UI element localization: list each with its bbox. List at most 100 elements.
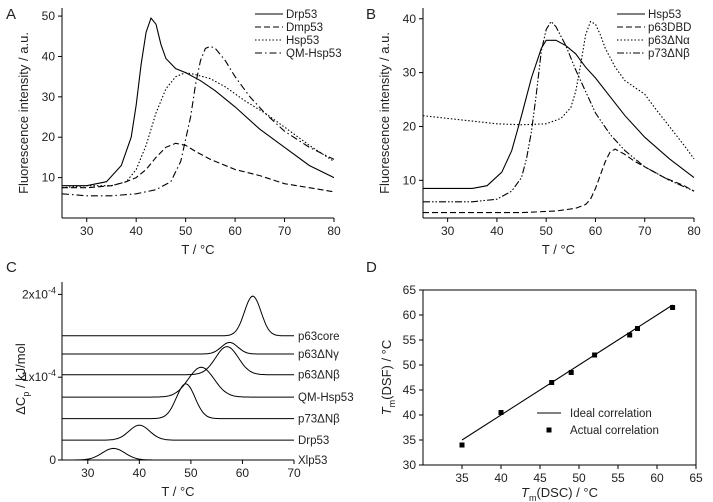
panel-b-plot: 30 40 50 60 70 80 10 20 30 40 T / °C Fluorescence i…: [377, 8, 701, 257]
panel-d-letter: D: [366, 259, 377, 276]
thermogram-qm-hsp53: [62, 366, 294, 398]
x-tick-label: 80: [327, 224, 341, 238]
x-axis-label-rest: (DSC) / °C: [536, 485, 598, 500]
x-tick-label: 80: [687, 224, 701, 238]
data-point: [670, 305, 676, 310]
y-tick-label: 30: [403, 66, 417, 80]
series-line-dmp53: [62, 142, 335, 193]
legend-label-hsp53: Hsp53: [648, 9, 681, 21]
x-axis-label-main: T: [521, 485, 530, 500]
y-tick-label: 10: [403, 173, 417, 187]
y-tick-label: 20: [403, 119, 417, 133]
thermogram-drp53: [62, 424, 294, 441]
x-tick-label: 60: [228, 224, 242, 238]
trace-label-drp53: Drp53: [298, 435, 329, 447]
data-point: [568, 370, 574, 375]
panel-b-letter: B: [366, 6, 376, 23]
x-axis-label: T / °C: [542, 242, 575, 257]
y-tick-label: 65: [403, 283, 417, 297]
y-tick-label: 35: [403, 433, 417, 447]
x-axis-label: Tm(DSC) / °C: [521, 485, 598, 502]
x-tick-label: 30: [441, 224, 455, 238]
y-tick-label-base: 1x10: [22, 370, 48, 384]
y-tick-label: 50: [403, 358, 417, 372]
y-tick-label: 55: [403, 333, 417, 347]
data-point: [627, 332, 633, 338]
y-axis-label: Tm(DSF) / °C: [379, 340, 397, 416]
series-line-p73-n: [423, 20, 695, 203]
x-tick-label: 60: [589, 224, 603, 238]
y-axis-label: Fluorescence intensity / a.u.: [16, 32, 31, 194]
x-tick-label: 50: [179, 224, 193, 238]
series-line-hsp53: [423, 39, 695, 189]
x-tick-label: 40: [490, 224, 504, 238]
data-point: [498, 410, 504, 415]
x-tick-label: 70: [278, 224, 292, 238]
trace-label-qm-hsp53: QM-Hsp53: [298, 392, 354, 404]
y-tick-label: 20: [42, 130, 56, 144]
y-tick-label: 30: [42, 90, 56, 104]
legend-label-drp53: Drp53: [286, 9, 317, 21]
trace-label-p63-n: p63ΔNγ: [298, 349, 339, 361]
panel-c-letter: C: [6, 259, 17, 276]
trace-label-xlp53: Xlp53: [298, 455, 327, 467]
y-tick-label: 10: [42, 171, 56, 185]
trace-label-p63-n: p63ΔNβ: [298, 370, 340, 382]
x-tick-label: 50: [540, 224, 554, 238]
x-axis-label-sub: m: [529, 493, 537, 502]
legend-label-ideal: Ideal correlation: [570, 408, 652, 420]
y-axis-label-main: ΔC: [13, 397, 28, 415]
x-tick-label: 30: [80, 224, 94, 238]
y-tick-label-base: 2x10: [22, 287, 48, 301]
data-point: [635, 326, 640, 331]
y-tick-label-exponent: -4: [48, 285, 56, 295]
data-point: [592, 352, 598, 358]
x-axis-label: T / °C: [181, 242, 214, 257]
x-tick-label: 70: [638, 224, 652, 238]
legend-label-hsp53: Hsp53: [286, 35, 319, 47]
panel-d: D 35 40 45 50 55 60 653035404550556065Tm(DSC) …: [366, 259, 703, 502]
y-tick-label: 60: [403, 308, 417, 322]
y-axis-label: Fluorescence intensity / a.u.: [377, 32, 392, 194]
panel-a-letter: A: [6, 6, 16, 23]
x-tick-label: 30: [81, 466, 95, 480]
y-tick-label: 40: [42, 49, 56, 63]
x-axis-label: T / °C: [161, 484, 194, 499]
thermogram-xlp53: [62, 447, 294, 461]
y-tick-label: 2x10-4: [22, 285, 56, 301]
legend-label-qm-hsp53: QM-Hsp53: [286, 48, 342, 60]
x-tick-label: 65: [689, 471, 703, 485]
series-line-drp53: [62, 16, 335, 187]
trace-label-p63core: p63core: [298, 331, 340, 343]
data-point: [549, 380, 555, 385]
panel-a: A 30 40 50 60 70 80 10 20 30 40 50 T / °C Fluorescen…: [6, 6, 342, 257]
y-axis-label: ΔCp / kJ/mol: [13, 343, 31, 415]
x-tick-label: 35: [455, 471, 469, 485]
legend-swatch-actual: [546, 427, 552, 433]
x-tick-label: 50: [184, 466, 198, 480]
x-tick-label: 45: [533, 471, 547, 485]
x-tick-label: 70: [287, 466, 301, 480]
y-tick-label-exponent: -4: [48, 368, 56, 378]
thermogram-p63core: [62, 295, 294, 337]
panel-b: B 30 40 50 60 70 80 10 20 30 40 T / °C Fluorescence…: [366, 6, 701, 257]
y-axis-label-rest: / kJ/mol: [13, 343, 28, 392]
panel-a-plot: 30 40 50 60 70 80 10 20 30 40 50 T / °C Fluorescence…: [16, 8, 342, 257]
x-tick-label: 40: [494, 471, 508, 485]
data-point: [459, 442, 465, 448]
y-tick-label-base: 0: [49, 453, 56, 467]
y-tick-label: 1x10-4: [22, 368, 56, 384]
legend-label-p63dbd: p63DBD: [648, 22, 691, 34]
legend-label-p63-n: p63ΔNα: [648, 35, 690, 47]
series-line-hsp53: [62, 72, 335, 189]
x-tick-label: 60: [236, 466, 250, 480]
thermogram-p63-n: [62, 341, 294, 355]
y-axis-label-sub: p: [21, 392, 31, 397]
x-tick-label: 60: [650, 471, 664, 485]
y-tick-label: 45: [403, 383, 417, 397]
y-tick-label: 50: [42, 9, 56, 23]
y-tick-label: 0: [49, 453, 56, 467]
